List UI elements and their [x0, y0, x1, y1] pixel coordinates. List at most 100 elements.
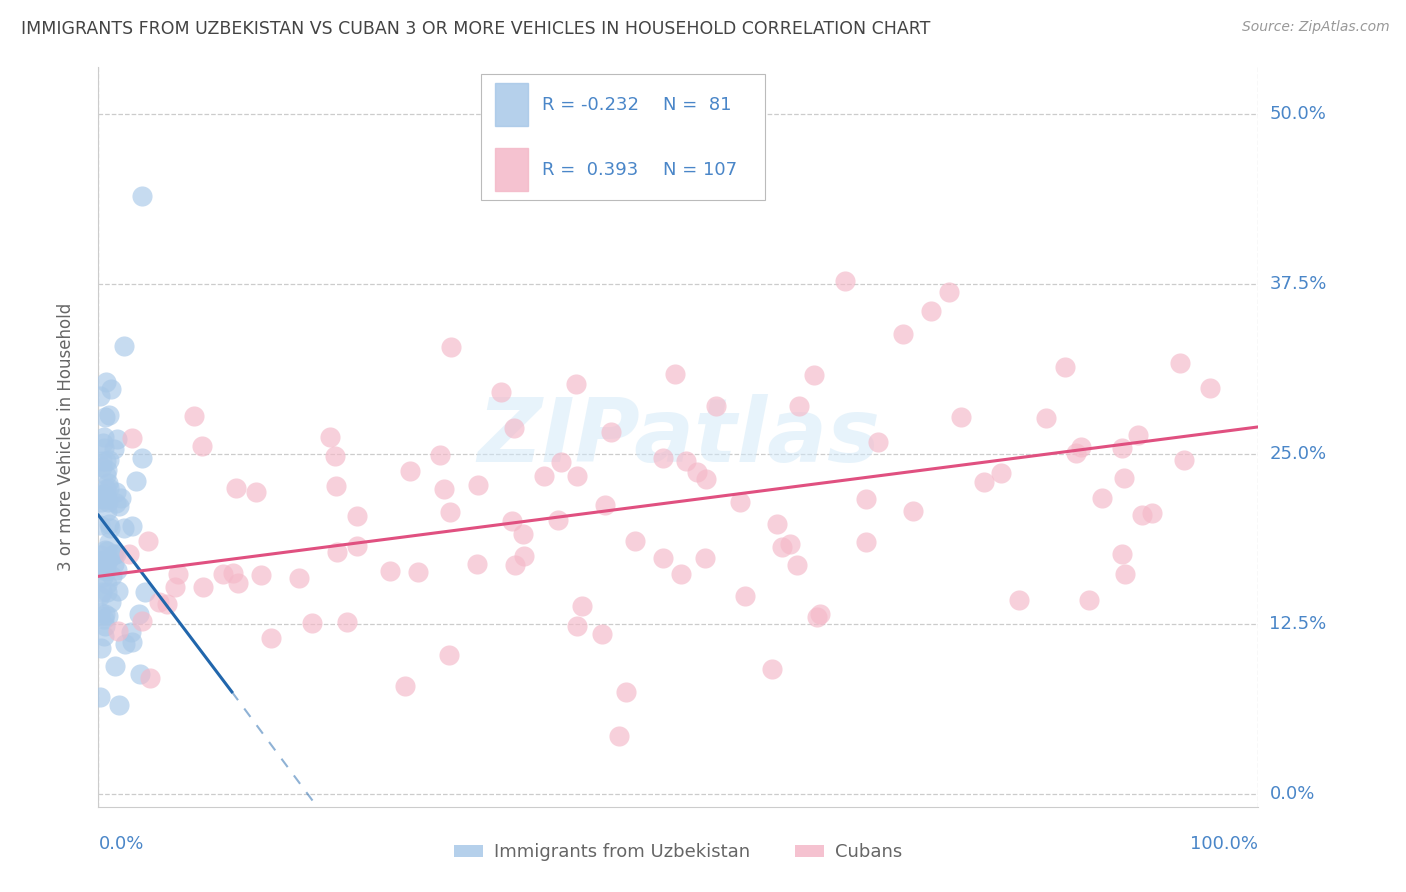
Point	[93, 486, 115, 500]
Point	[97, 475, 120, 490]
Point	[301, 615, 323, 630]
Point	[105, 485, 128, 500]
Point	[129, 667, 152, 681]
Point	[89, 487, 111, 501]
Point	[96, 468, 118, 483]
Point	[104, 547, 127, 561]
Point	[593, 498, 616, 512]
Point	[786, 558, 808, 572]
Point	[465, 557, 488, 571]
Point	[103, 547, 125, 561]
Point	[96, 491, 118, 506]
Point	[1078, 592, 1101, 607]
Point	[100, 382, 122, 396]
Point	[107, 624, 129, 638]
Point	[920, 303, 942, 318]
Point	[399, 464, 422, 478]
Text: 25.0%: 25.0%	[1270, 445, 1327, 463]
Point	[96, 564, 118, 578]
Text: R =  0.393: R = 0.393	[541, 161, 638, 178]
Point	[103, 557, 125, 571]
Point	[90, 460, 112, 475]
Point	[134, 584, 156, 599]
Point	[761, 662, 783, 676]
Point	[323, 450, 346, 464]
Point	[96, 463, 118, 477]
Text: ZIPatlas: ZIPatlas	[477, 393, 880, 481]
Point	[565, 377, 588, 392]
Point	[131, 451, 153, 466]
Point	[131, 615, 153, 629]
Point	[97, 553, 120, 567]
Point	[565, 618, 588, 632]
Point	[190, 439, 212, 453]
Point	[501, 514, 523, 528]
Point	[94, 607, 117, 622]
Point	[93, 441, 115, 455]
Point	[89, 518, 111, 533]
Point	[94, 619, 117, 633]
Point	[547, 513, 569, 527]
Point	[136, 533, 159, 548]
Point	[97, 452, 120, 467]
Point	[124, 475, 146, 489]
Point	[108, 698, 131, 712]
Point	[222, 566, 245, 580]
Point	[651, 551, 673, 566]
Point	[96, 544, 118, 558]
Y-axis label: 3 or more Vehicles in Household: 3 or more Vehicles in Household	[56, 303, 75, 571]
Point	[1053, 360, 1076, 375]
Point	[669, 567, 692, 582]
Point	[105, 432, 128, 446]
Text: 12.5%: 12.5%	[1270, 615, 1327, 632]
Point	[695, 472, 717, 486]
Point	[89, 590, 111, 604]
Point	[93, 562, 115, 576]
Text: 0.0%: 0.0%	[98, 835, 143, 853]
Point	[121, 635, 143, 649]
Point	[226, 575, 249, 590]
Point	[550, 454, 572, 468]
Point	[94, 376, 117, 390]
Point	[96, 504, 118, 518]
Point	[346, 509, 368, 524]
Point	[1111, 442, 1133, 456]
Point	[89, 491, 111, 506]
Point	[94, 453, 117, 467]
Point	[803, 368, 825, 383]
Point	[652, 450, 675, 465]
Point	[614, 685, 637, 699]
Point	[695, 551, 717, 566]
Text: N =  81: N = 81	[664, 95, 731, 113]
Point	[96, 555, 118, 569]
Point	[107, 499, 129, 513]
Point	[98, 521, 121, 535]
Legend: Immigrants from Uzbekistan, Cubans: Immigrants from Uzbekistan, Cubans	[447, 836, 910, 869]
Point	[903, 504, 925, 518]
Point	[406, 565, 429, 579]
Point	[1070, 440, 1092, 454]
Point	[121, 431, 143, 445]
Point	[89, 491, 111, 505]
Point	[98, 408, 121, 422]
Point	[624, 533, 647, 548]
Point	[567, 469, 589, 483]
Point	[260, 631, 283, 645]
Point	[107, 583, 129, 598]
Point	[93, 556, 115, 570]
Point	[183, 409, 205, 424]
Point	[503, 558, 526, 572]
Point	[891, 326, 914, 341]
Point	[93, 612, 115, 626]
Point	[97, 494, 120, 508]
Point	[686, 466, 709, 480]
Point	[437, 648, 460, 662]
Point	[489, 385, 512, 400]
Point	[512, 526, 534, 541]
Point	[96, 585, 118, 599]
Text: R = -0.232: R = -0.232	[541, 95, 638, 113]
Point	[118, 547, 141, 561]
Point	[250, 568, 273, 582]
Point	[97, 517, 120, 532]
Bar	[495, 148, 527, 191]
